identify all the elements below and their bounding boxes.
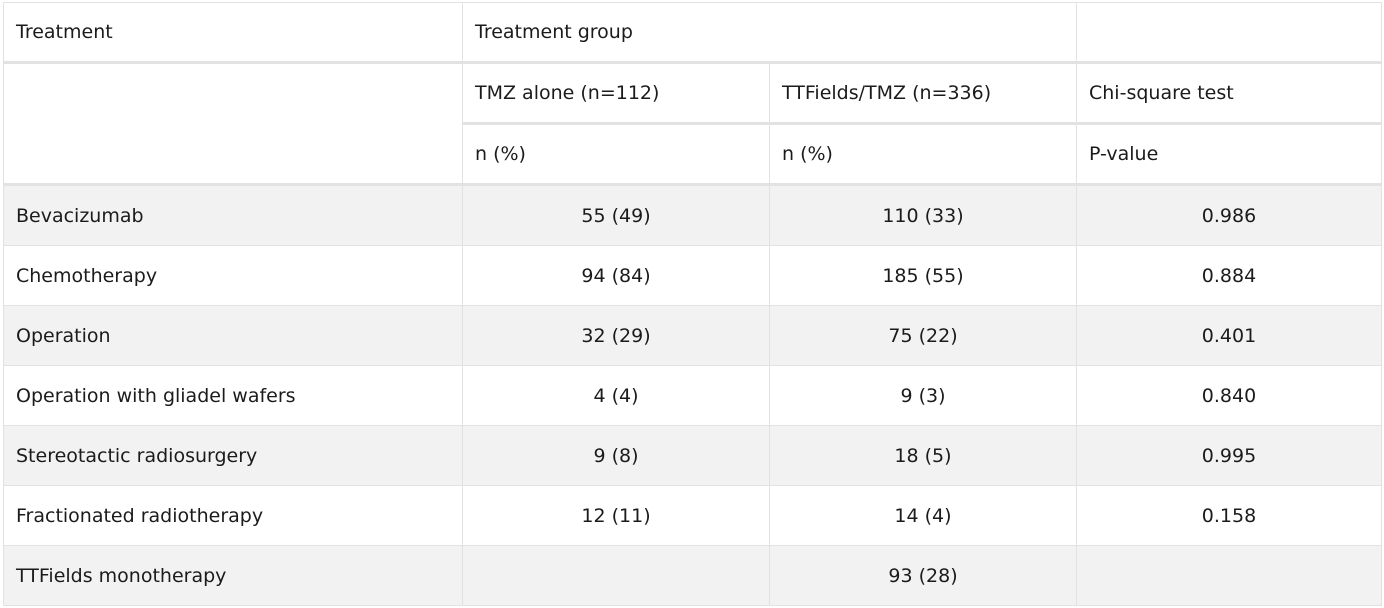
treatment-table: Treatment Treatment group TMZ alone (n=1… bbox=[3, 2, 1382, 606]
tmz-cell: 94 (84) bbox=[462, 245, 770, 306]
header-ttfields-tmz: TTFields/TMZ (n=336) bbox=[769, 62, 1077, 125]
header-treatment: Treatment bbox=[3, 2, 463, 64]
ttfields-cell: 185 (55) bbox=[769, 245, 1077, 306]
table-row: Bevacizumab 55 (49) 110 (33) 0.986 bbox=[3, 184, 1382, 246]
header-row-1: Treatment Treatment group bbox=[3, 2, 1382, 64]
table-row: Chemotherapy 94 (84) 185 (55) 0.884 bbox=[3, 245, 1382, 306]
ttfields-cell: 18 (5) bbox=[769, 425, 1077, 486]
header-empty-cell bbox=[1076, 2, 1382, 64]
row-label: Stereotactic radiosurgery bbox=[3, 425, 463, 486]
table-container: Treatment Treatment group TMZ alone (n=1… bbox=[3, 2, 1382, 606]
header-treatment-group: Treatment group bbox=[462, 2, 1077, 64]
header-chi-square: Chi-square test bbox=[1076, 62, 1382, 125]
table-row: Fractionated radiotherapy 12 (11) 14 (4)… bbox=[3, 485, 1382, 546]
tmz-cell: 55 (49) bbox=[462, 184, 770, 246]
tmz-cell: 12 (11) bbox=[462, 485, 770, 546]
table-row: Stereotactic radiosurgery 9 (8) 18 (5) 0… bbox=[3, 425, 1382, 486]
tmz-cell: 4 (4) bbox=[462, 365, 770, 426]
p-value-cell bbox=[1076, 545, 1382, 606]
p-value-cell: 0.401 bbox=[1076, 305, 1382, 366]
header-n-pct-ttfields: n (%) bbox=[769, 123, 1077, 186]
ttfields-cell: 9 (3) bbox=[769, 365, 1077, 426]
row-label: Chemotherapy bbox=[3, 245, 463, 306]
tmz-cell: 32 (29) bbox=[462, 305, 770, 366]
ttfields-cell: 93 (28) bbox=[769, 545, 1077, 606]
p-value-cell: 0.840 bbox=[1076, 365, 1382, 426]
row-label: Operation bbox=[3, 305, 463, 366]
row-label: Operation with gliadel wafers bbox=[3, 365, 463, 426]
ttfields-cell: 14 (4) bbox=[769, 485, 1077, 546]
header-n-pct-tmz: n (%) bbox=[462, 123, 770, 186]
row-label: Fractionated radiotherapy bbox=[3, 485, 463, 546]
tmz-cell bbox=[462, 545, 770, 606]
header-row-2: TMZ alone (n=112) TTFields/TMZ (n=336) C… bbox=[3, 62, 1382, 186]
header-tmz-alone: TMZ alone (n=112) bbox=[462, 62, 770, 125]
header-row-3: n (%) n (%) P-value bbox=[4, 123, 1382, 186]
p-value-cell: 0.158 bbox=[1076, 485, 1382, 546]
tmz-cell: 9 (8) bbox=[462, 425, 770, 486]
ttfields-cell: 110 (33) bbox=[769, 184, 1077, 246]
p-value-cell: 0.995 bbox=[1076, 425, 1382, 486]
p-value-cell: 0.986 bbox=[1076, 184, 1382, 246]
table-row: Operation 32 (29) 75 (22) 0.401 bbox=[3, 305, 1382, 366]
header-p-value: P-value bbox=[1076, 123, 1382, 186]
p-value-cell: 0.884 bbox=[1076, 245, 1382, 306]
table-row: TTFields monotherapy 93 (28) bbox=[3, 545, 1382, 606]
row-label: Bevacizumab bbox=[3, 184, 463, 246]
ttfields-cell: 75 (22) bbox=[769, 305, 1077, 366]
row-label: TTFields monotherapy bbox=[3, 545, 463, 606]
table-row: Operation with gliadel wafers 4 (4) 9 (3… bbox=[3, 365, 1382, 426]
header-empty-rowspan bbox=[3, 62, 463, 186]
